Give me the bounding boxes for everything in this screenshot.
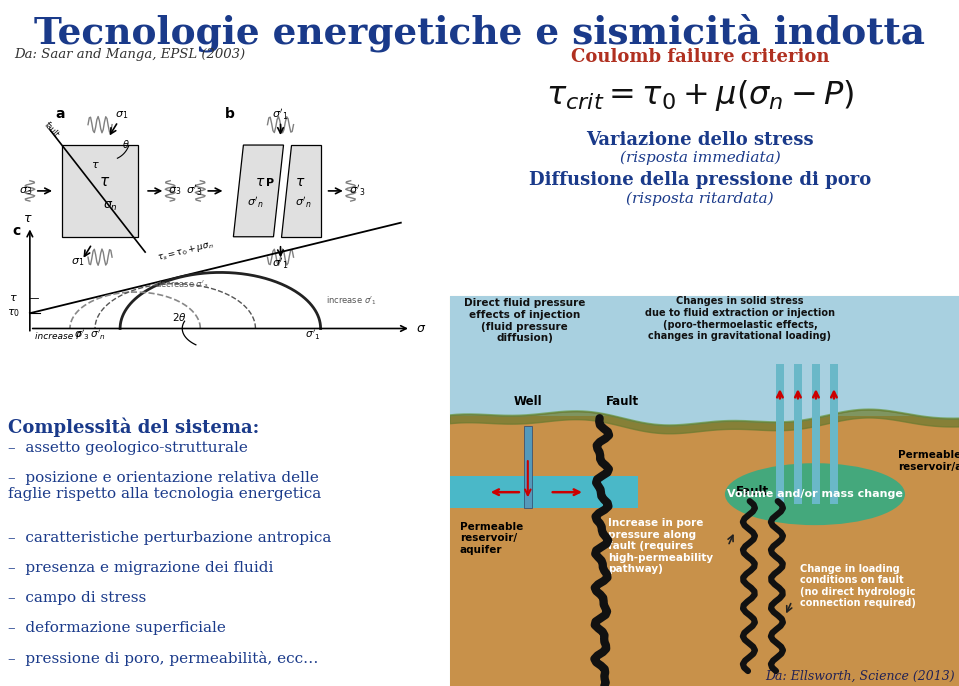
- Text: $\theta$: $\theta$: [122, 138, 129, 150]
- Text: $\tau$: $\tau$: [9, 293, 18, 303]
- Text: $\sigma_1$: $\sigma_1$: [115, 110, 129, 121]
- Text: decrease $\sigma'_3$: decrease $\sigma'_3$: [155, 279, 209, 292]
- Text: $\sigma'_n$: $\sigma'_n$: [247, 196, 264, 211]
- Bar: [830, 364, 838, 504]
- Bar: [450, 377, 959, 426]
- Bar: [450, 416, 959, 686]
- Text: $\sigma$: $\sigma$: [416, 322, 426, 335]
- Bar: [776, 364, 784, 504]
- Text: $\sigma_3$: $\sigma_3$: [18, 185, 32, 197]
- Bar: [812, 364, 820, 504]
- Text: Change in loading
conditions on fault
(no direct hydrologic
connection required): Change in loading conditions on fault (n…: [800, 564, 916, 608]
- Text: Fault: Fault: [736, 485, 769, 498]
- Text: Complessità del sistema:: Complessità del sistema:: [8, 418, 259, 437]
- Polygon shape: [233, 145, 284, 237]
- Ellipse shape: [725, 463, 905, 525]
- Text: –  pressione di poro, permeabilità, ecc…: – pressione di poro, permeabilità, ecc…: [8, 651, 318, 666]
- Text: Direct fluid pressure
effects of injection
(fluid pressure
diffusion): Direct fluid pressure effects of injecti…: [464, 298, 586, 343]
- Text: $\sigma_1$: $\sigma_1$: [71, 257, 84, 268]
- Text: $\sigma'_1$: $\sigma'_1$: [272, 257, 289, 272]
- FancyBboxPatch shape: [450, 296, 959, 686]
- Bar: [794, 364, 802, 504]
- Polygon shape: [62, 145, 138, 237]
- Text: Changes in solid stress
due to fluid extraction or injection
(poro-thermoelastic: Changes in solid stress due to fluid ext…: [644, 296, 835, 341]
- Text: Permeable
reservoir/aquifer: Permeable reservoir/aquifer: [898, 451, 959, 472]
- Text: Tecnologie energetiche e sismicità indotta: Tecnologie energetiche e sismicità indot…: [35, 14, 925, 53]
- Text: $\sigma'_n$: $\sigma'_n$: [295, 196, 312, 211]
- Text: Da: Ellsworth, Science (2013): Da: Ellsworth, Science (2013): [765, 670, 955, 683]
- Text: Da: Saar and Manga, EPSL (2003): Da: Saar and Manga, EPSL (2003): [14, 48, 246, 61]
- Text: $\sigma'_3$: $\sigma'_3$: [74, 329, 90, 342]
- Text: $\sigma'_n$: $\sigma'_n$: [90, 329, 105, 342]
- Text: b: b: [225, 106, 235, 121]
- Text: a: a: [55, 106, 64, 121]
- Text: $\sigma'_3$: $\sigma'_3$: [349, 183, 365, 198]
- Text: $\tau$: $\tau$: [255, 175, 266, 189]
- Bar: [524, 426, 532, 508]
- Text: $\tau$: $\tau$: [100, 174, 110, 189]
- Text: $\sigma'_3$: $\sigma'_3$: [186, 183, 202, 198]
- Text: $\sigma_n$: $\sigma_n$: [103, 200, 118, 213]
- Text: increase P: increase P: [35, 332, 82, 341]
- Text: (risposta ritardata): (risposta ritardata): [626, 192, 774, 206]
- Text: –  assetto geologico-strutturale: – assetto geologico-strutturale: [8, 440, 247, 455]
- Polygon shape: [280, 145, 320, 237]
- Text: –  caratteristiche perturbazione antropica: – caratteristiche perturbazione antropic…: [8, 531, 332, 545]
- Text: –  campo di stress: – campo di stress: [8, 591, 146, 605]
- Text: increase $\sigma'_1$: increase $\sigma'_1$: [326, 294, 377, 307]
- Text: $\tau_s = \tau_0 + \mu\sigma_n$: $\tau_s = \tau_0 + \mu\sigma_n$: [155, 238, 215, 264]
- Text: Well: Well: [513, 395, 542, 408]
- FancyBboxPatch shape: [450, 476, 638, 508]
- Text: $2\theta$: $2\theta$: [173, 311, 187, 323]
- Text: $\sigma'_1$: $\sigma'_1$: [305, 329, 320, 342]
- Text: –  deformazione superficiale: – deformazione superficiale: [8, 621, 226, 635]
- Text: $\tau_0$: $\tau_0$: [7, 307, 20, 319]
- Text: $\sigma'_1$: $\sigma'_1$: [272, 107, 289, 121]
- Text: –  presenza e migrazione dei fluidi: – presenza e migrazione dei fluidi: [8, 561, 273, 575]
- Text: c: c: [12, 224, 21, 238]
- Text: $\tau$: $\tau$: [91, 161, 100, 171]
- Text: P: P: [267, 178, 274, 188]
- Text: $\tau$: $\tau$: [295, 175, 306, 189]
- Text: $\sigma_3$: $\sigma_3$: [168, 185, 181, 197]
- Text: fault: fault: [42, 121, 60, 140]
- Bar: [450, 296, 959, 426]
- Text: Variazione dello stress: Variazione dello stress: [586, 131, 814, 149]
- Text: $\tau_{crit} = \tau_0 + \mu\left(\sigma_n - P\right)$: $\tau_{crit} = \tau_0 + \mu\left(\sigma_…: [546, 78, 854, 113]
- Text: Permeable
reservoir/
aquifer: Permeable reservoir/ aquifer: [459, 521, 523, 555]
- Text: Fault: Fault: [606, 395, 639, 408]
- Text: (risposta immediata): (risposta immediata): [620, 151, 781, 165]
- Text: Volume and/or mass change: Volume and/or mass change: [727, 489, 902, 499]
- Text: $\tau$: $\tau$: [23, 213, 33, 226]
- Text: Coulomb failure criterion: Coulomb failure criterion: [571, 48, 830, 66]
- Text: Increase in pore
pressure along
fault (requires
high-permeability
pathway): Increase in pore pressure along fault (r…: [608, 518, 713, 574]
- Text: Diffusione della pressione di poro: Diffusione della pressione di poro: [528, 171, 871, 189]
- Text: –  posizione e orientazione relativa delle
faglie rispetto alla tecnologia energ: – posizione e orientazione relativa dell…: [8, 471, 321, 501]
